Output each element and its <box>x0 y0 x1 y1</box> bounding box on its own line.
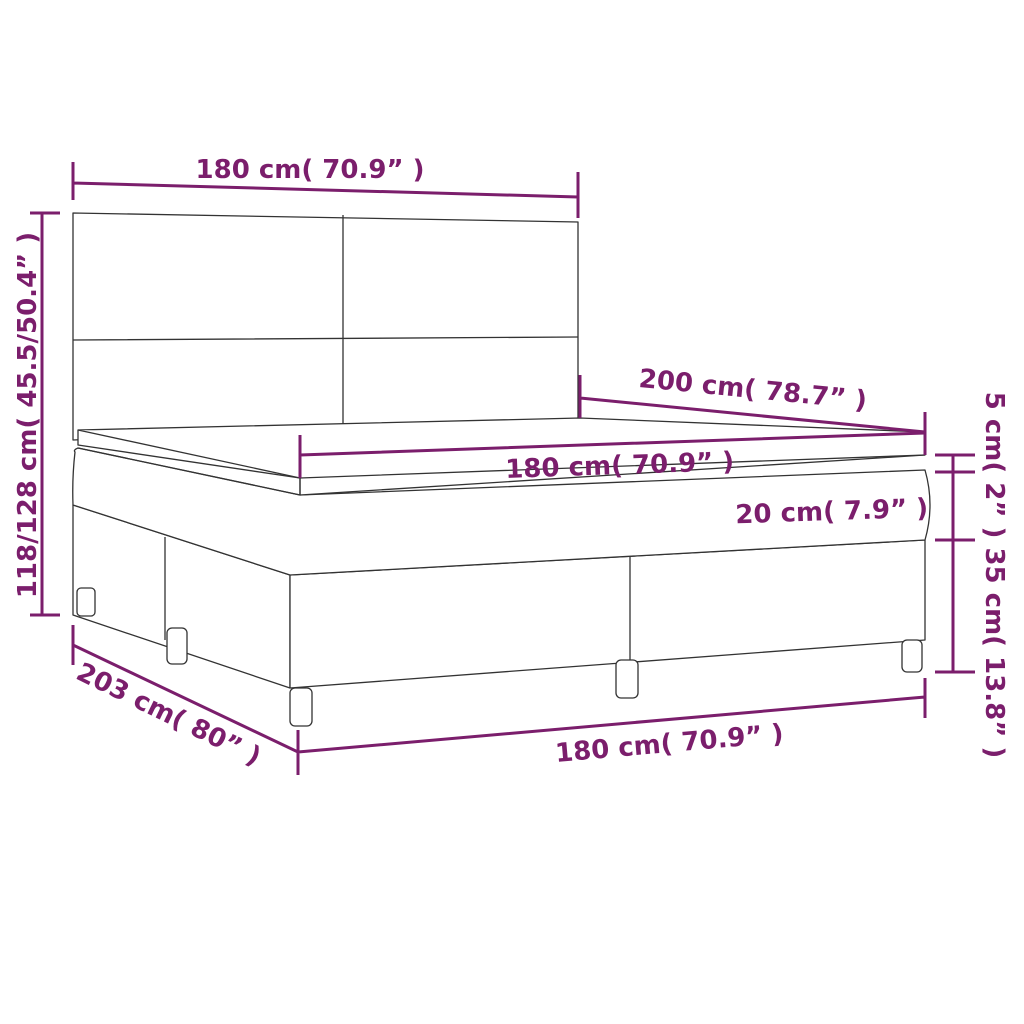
headboard <box>72 212 579 441</box>
dim-base-width <box>296 678 927 775</box>
dimension-lines <box>30 162 975 775</box>
leg <box>289 687 313 727</box>
dim-total-height <box>30 211 60 617</box>
label-headboard-width: 180 cm( 70.9” ) <box>196 155 425 185</box>
label-mattress-height: 20 cm( 7.9” ) <box>735 494 929 531</box>
bed-drawing <box>72 212 931 727</box>
dim-total-length <box>71 625 299 754</box>
leg <box>901 639 923 673</box>
dim-topper-width <box>298 431 926 478</box>
dim-headboard-width <box>71 162 580 218</box>
mattress-top-edge <box>77 447 301 496</box>
leg <box>166 627 188 665</box>
mattress <box>72 447 931 576</box>
leg <box>76 587 96 617</box>
label-right-heights: 5 cm( 2” ) 35 cm( 13.8” ) <box>979 392 1009 759</box>
headboard-divider <box>72 215 579 425</box>
label-total-length: 203 cm( 80” ) <box>72 657 266 772</box>
label-total-height: 118/128 cm( 45.5/50.4” ) <box>13 232 43 598</box>
dim-right-heights <box>935 453 975 674</box>
leg <box>615 659 639 699</box>
